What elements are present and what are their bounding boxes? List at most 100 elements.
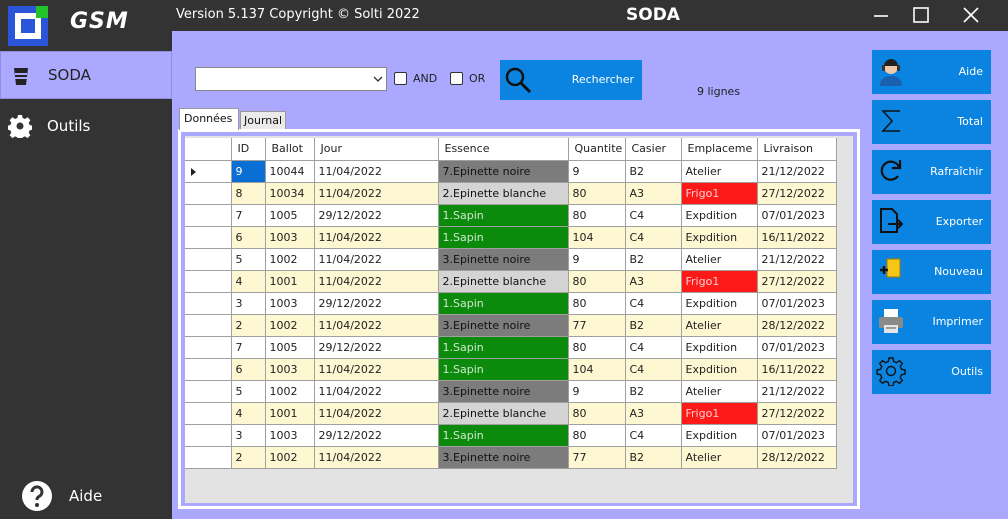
table-cell[interactable]: 16/11/2022 [757, 358, 837, 381]
table-cell[interactable]: C4 [625, 424, 682, 447]
table-cell[interactable]: 29/12/2022 [314, 336, 439, 359]
table-cell[interactable]: 80 [568, 402, 626, 425]
table-cell[interactable]: C4 [625, 226, 682, 249]
table-row[interactable]: 5 1002 11/04/2022 3.Epinette noire 9 B2 Atelie… [185, 380, 837, 403]
table-row[interactable]: 7 1005 29/12/2022 1.Sapin 80 C4 Expdition 07/01… [185, 204, 837, 227]
table-cell[interactable]: 2 [231, 314, 266, 337]
table-cell[interactable]: C4 [625, 204, 682, 227]
row-header[interactable] [185, 380, 232, 403]
maximize-icon[interactable] [898, 0, 944, 31]
table-row[interactable]: 7 1005 29/12/2022 1.Sapin 80 C4 Expdition 07/01… [185, 336, 837, 359]
row-header[interactable] [185, 402, 232, 425]
table-cell[interactable]: 104 [568, 226, 626, 249]
table-cell[interactable]: 1.Sapin [438, 204, 569, 227]
export-button[interactable]: Exporter [872, 200, 991, 244]
table-cell[interactable]: B2 [625, 380, 682, 403]
table-cell[interactable]: 1.Sapin [438, 226, 569, 249]
table-cell[interactable]: 4 [231, 402, 266, 425]
column-header[interactable]: Casier [625, 138, 682, 161]
table-cell[interactable]: C4 [625, 336, 682, 359]
table-cell[interactable]: 11/04/2022 [314, 380, 439, 403]
table-cell[interactable]: A3 [625, 270, 682, 293]
sidebar-item-outils[interactable]: Outils [0, 102, 172, 150]
table-cell[interactable]: C4 [625, 292, 682, 315]
table-cell[interactable]: 7 [231, 204, 266, 227]
table-cell[interactable]: 80 [568, 292, 626, 315]
row-header[interactable] [185, 292, 232, 315]
table-cell[interactable]: Frigo1 [681, 182, 758, 205]
table-cell[interactable]: 1002 [265, 446, 315, 469]
table-cell[interactable]: 8 [231, 182, 266, 205]
table-cell[interactable]: 80 [568, 336, 626, 359]
table-cell[interactable]: 11/04/2022 [314, 358, 439, 381]
table-cell[interactable]: 11/04/2022 [314, 182, 439, 205]
row-header[interactable] [185, 248, 232, 271]
table-cell[interactable]: 3 [231, 292, 266, 315]
table-cell[interactable]: 1005 [265, 336, 315, 359]
and-checkbox[interactable] [394, 72, 407, 85]
table-cell[interactable]: 1002 [265, 314, 315, 337]
minimize-icon[interactable] [858, 0, 904, 31]
row-header[interactable] [185, 182, 232, 205]
table-cell[interactable]: 27/12/2022 [757, 182, 837, 205]
table-cell[interactable]: 11/04/2022 [314, 226, 439, 249]
table-cell[interactable]: 07/01/2023 [757, 292, 837, 315]
table-cell[interactable]: 7.Epinette noire [438, 160, 569, 183]
table-row[interactable]: 8 10034 11/04/2022 2.Epinette blanche 80 A3 Fr… [185, 182, 837, 205]
table-cell[interactable]: 80 [568, 424, 626, 447]
table-cell[interactable]: 80 [568, 204, 626, 227]
table-cell[interactable]: 5 [231, 380, 266, 403]
table-cell[interactable]: 80 [568, 270, 626, 293]
table-cell[interactable]: 10044 [265, 160, 315, 183]
column-header[interactable]: Jour [314, 138, 439, 161]
table-cell[interactable]: 11/04/2022 [314, 314, 439, 337]
table-cell[interactable]: 11/04/2022 [314, 248, 439, 271]
column-header[interactable]: Quantite [568, 138, 626, 161]
table-cell[interactable]: Atelier [681, 380, 758, 403]
table-cell[interactable]: B2 [625, 446, 682, 469]
table-row[interactable]: 4 1001 11/04/2022 2.Epinette blanche 80 A3 Fri… [185, 270, 837, 293]
table-cell[interactable]: Expdition [681, 226, 758, 249]
table-cell[interactable]: 80 [568, 182, 626, 205]
table-row[interactable]: 5 1002 11/04/2022 3.Epinette noire 9 B2 Atelie… [185, 248, 837, 271]
sidebar-item-soda[interactable]: SODA [0, 51, 172, 99]
table-row[interactable]: 2 1002 11/04/2022 3.Epinette noire 77 B2 Ateli… [185, 314, 837, 337]
table-cell[interactable]: 28/12/2022 [757, 314, 837, 337]
table-cell[interactable]: 104 [568, 358, 626, 381]
row-header[interactable] [185, 226, 232, 249]
table-cell[interactable]: Atelier [681, 248, 758, 271]
search-button[interactable]: Rechercher [500, 60, 642, 100]
table-cell[interactable]: 3.Epinette noire [438, 446, 569, 469]
print-button[interactable]: Imprimer [872, 300, 991, 344]
table-cell[interactable]: A3 [625, 402, 682, 425]
table-row[interactable]: 9 10044 11/04/2022 7.Epinette noire 9 B2 Ateli… [185, 160, 837, 183]
table-cell[interactable]: Frigo1 [681, 402, 758, 425]
table-cell[interactable]: 11/04/2022 [314, 402, 439, 425]
table-row[interactable]: 6 1003 11/04/2022 1.Sapin 104 C4 Expdition 16/1… [185, 358, 837, 381]
table-cell[interactable]: 1003 [265, 358, 315, 381]
table-cell[interactable]: C4 [625, 358, 682, 381]
table-row[interactable]: 2 1002 11/04/2022 3.Epinette noire 77 B2 Ateli… [185, 446, 837, 469]
table-row[interactable]: 3 1003 29/12/2022 1.Sapin 80 C4 Expdition 07/01… [185, 292, 837, 315]
table-cell[interactable]: 21/12/2022 [757, 380, 837, 403]
table-cell[interactable]: Atelier [681, 446, 758, 469]
row-header[interactable] [185, 424, 232, 447]
aide-button[interactable]: Aide [872, 50, 991, 94]
row-header[interactable] [185, 446, 232, 469]
table-cell[interactable]: 9 [568, 248, 626, 271]
table-cell[interactable]: 11/04/2022 [314, 160, 439, 183]
table-cell[interactable]: 6 [231, 226, 266, 249]
row-header[interactable] [185, 204, 232, 227]
table-cell[interactable]: 7 [231, 336, 266, 359]
table-cell[interactable]: 1.Sapin [438, 424, 569, 447]
table-cell[interactable]: Expdition [681, 292, 758, 315]
table-cell[interactable]: 5 [231, 248, 266, 271]
filter-select[interactable] [195, 67, 387, 91]
table-cell[interactable]: Expdition [681, 204, 758, 227]
table-cell[interactable]: 2.Epinette blanche [438, 402, 569, 425]
table-cell[interactable]: B2 [625, 160, 682, 183]
table-cell[interactable]: 3.Epinette noire [438, 314, 569, 337]
tools-button[interactable]: Outils [872, 350, 991, 394]
table-cell[interactable]: 1005 [265, 204, 315, 227]
table-cell[interactable]: 29/12/2022 [314, 204, 439, 227]
